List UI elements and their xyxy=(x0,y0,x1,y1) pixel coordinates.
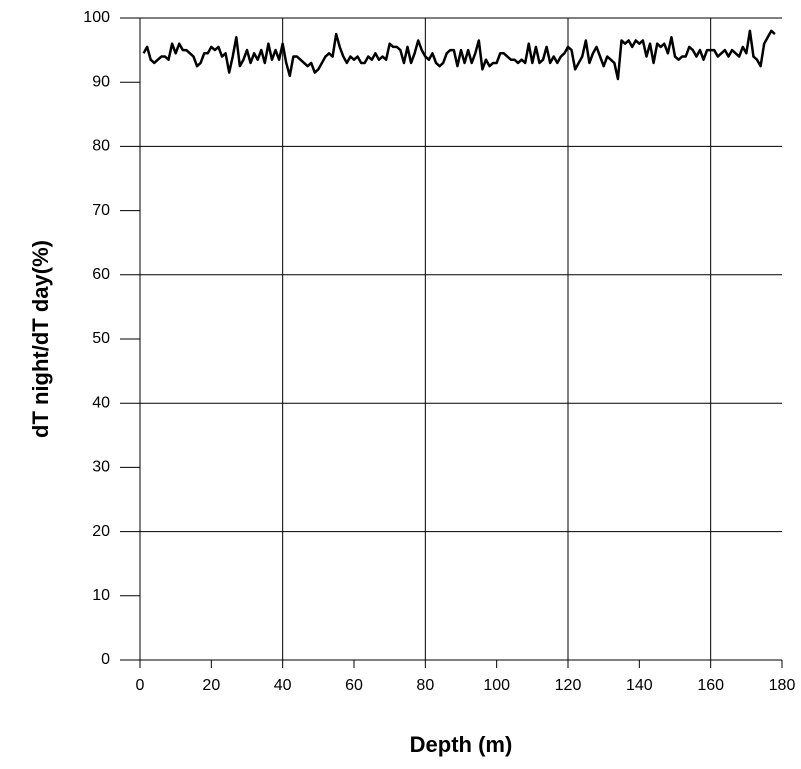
x-tick-label: 20 xyxy=(202,677,220,694)
x-tick-label: 60 xyxy=(345,677,363,694)
x-axis-label: Depth (m) xyxy=(410,732,513,757)
x-tick-label: 80 xyxy=(416,677,434,694)
y-tick-label: 80 xyxy=(92,138,110,155)
y-tick-label: 90 xyxy=(92,73,110,90)
x-tick-label: 40 xyxy=(274,677,292,694)
y-tick-label: 50 xyxy=(92,330,110,347)
x-tick-label: 120 xyxy=(555,677,582,694)
y-tick-label: 100 xyxy=(83,9,110,26)
x-tick-label: 100 xyxy=(483,677,510,694)
y-tick-label: 40 xyxy=(92,394,110,411)
x-tick-label: 0 xyxy=(136,677,145,694)
x-tick-label: 180 xyxy=(769,677,796,694)
data-line xyxy=(142,29,776,81)
y-tick-label: 70 xyxy=(92,202,110,219)
y-tick-label: 0 xyxy=(101,651,110,668)
y-tick-label: 30 xyxy=(92,459,110,476)
x-tick-label: 160 xyxy=(697,677,724,694)
y-tick-label: 60 xyxy=(92,266,110,283)
y-tick-label: 20 xyxy=(92,523,110,540)
x-tick-label: 140 xyxy=(626,677,653,694)
y-axis-label: dT night/dT day(%) xyxy=(28,240,53,438)
y-tick-label: 10 xyxy=(92,587,110,604)
